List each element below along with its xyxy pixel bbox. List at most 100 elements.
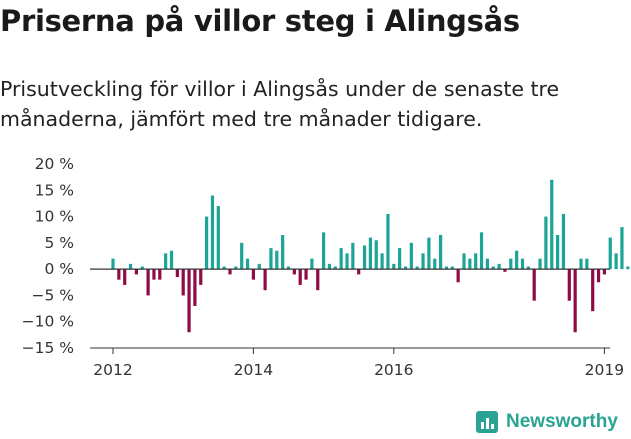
- bar: [398, 248, 402, 270]
- bar: [257, 263, 261, 270]
- bar: [316, 269, 320, 291]
- y-tick-label: −10 %: [22, 313, 74, 331]
- bar: [322, 232, 326, 270]
- bar: [269, 248, 273, 270]
- bar: [468, 258, 472, 270]
- y-tick-label: 20 %: [35, 155, 74, 173]
- bar: [339, 248, 343, 270]
- bar: [240, 242, 244, 270]
- bar: [140, 266, 144, 270]
- bar: [596, 269, 601, 283]
- y-tick-label: 10 %: [35, 208, 74, 226]
- bar: [608, 237, 612, 270]
- bar: [146, 269, 150, 296]
- x-tick-label: 2012: [93, 361, 132, 379]
- bar: [216, 206, 220, 270]
- bar: [614, 253, 618, 270]
- x-tick-label: 2016: [374, 361, 413, 379]
- bar: [175, 269, 179, 278]
- bar: [444, 266, 449, 270]
- chart-subtitle: Prisutveckling för villor i Alingsås und…: [0, 77, 560, 131]
- bar: [158, 269, 162, 280]
- bar-chart: 20 % 15 % 10 % 5 % 0 % −5 % −10 % −15 % 2012 2014…: [22, 155, 630, 379]
- y-tick-label: 15 %: [35, 181, 74, 199]
- y-tick-label: −15 %: [22, 339, 74, 357]
- bar: [509, 258, 513, 270]
- bar: [415, 266, 419, 270]
- bar: [345, 253, 349, 270]
- bar: [281, 234, 285, 270]
- bar: [520, 258, 525, 270]
- chart-title: Priserna på villor steg i Alingsås: [0, 4, 520, 38]
- bar: [561, 213, 566, 270]
- bar: [298, 269, 302, 285]
- bar: [169, 250, 174, 270]
- bar: [439, 234, 443, 270]
- bar: [421, 253, 425, 270]
- bar: [515, 250, 519, 270]
- bar: [228, 269, 232, 275]
- bar: [503, 269, 507, 272]
- bar: [392, 263, 396, 270]
- bar: [462, 253, 466, 270]
- bar: [427, 237, 431, 270]
- bar: [602, 269, 606, 275]
- bar: [374, 240, 378, 270]
- bar: [134, 269, 138, 275]
- bar: [450, 266, 454, 270]
- bar: [304, 269, 308, 280]
- bar: [485, 258, 489, 270]
- bar: [164, 253, 168, 270]
- bar: [187, 269, 191, 333]
- logo-icon: [476, 411, 498, 433]
- bar: [526, 266, 530, 270]
- bar: [403, 266, 408, 270]
- bar: [292, 269, 296, 275]
- bar: [456, 269, 460, 283]
- bar: [386, 213, 390, 270]
- bar: [497, 263, 501, 270]
- bar: [479, 232, 484, 270]
- bar: [567, 269, 571, 301]
- bar: [351, 242, 355, 270]
- y-tick-label: −5 %: [31, 286, 74, 304]
- bar: [152, 269, 156, 280]
- bar: [245, 258, 250, 270]
- bar: [205, 216, 209, 270]
- bar: [550, 179, 554, 270]
- bar: [234, 266, 238, 270]
- bar: [199, 269, 203, 285]
- bar: [573, 269, 577, 333]
- bar: [117, 269, 121, 280]
- logo-text: Newsworthy: [506, 411, 618, 432]
- bar: [210, 195, 215, 270]
- bar: [263, 269, 267, 291]
- bar: [286, 266, 291, 270]
- bar: [474, 253, 478, 270]
- bar: [128, 263, 133, 270]
- bar: [409, 242, 413, 270]
- bar: [620, 227, 624, 270]
- bar: [357, 269, 361, 275]
- bar: [123, 269, 127, 285]
- bar: [556, 234, 560, 270]
- bar: [591, 269, 595, 312]
- newsworthy-logo[interactable]: Newsworthy: [476, 408, 618, 436]
- bar: [368, 237, 372, 270]
- x-tick-label: 2014: [234, 361, 273, 379]
- y-tick-label: 5 %: [44, 234, 74, 252]
- bar: [222, 266, 226, 270]
- bar: [111, 258, 115, 270]
- bar: [181, 269, 185, 296]
- bar: [433, 258, 437, 270]
- bar: [333, 266, 337, 270]
- bar: [626, 266, 630, 270]
- y-tick-label: 0 %: [44, 260, 74, 278]
- bar: [585, 258, 589, 270]
- bar: [310, 258, 314, 270]
- bar: [380, 253, 384, 270]
- x-tick-label: 2019: [585, 361, 624, 379]
- bar: [362, 245, 367, 270]
- bar: [544, 216, 548, 270]
- bar: [579, 258, 583, 270]
